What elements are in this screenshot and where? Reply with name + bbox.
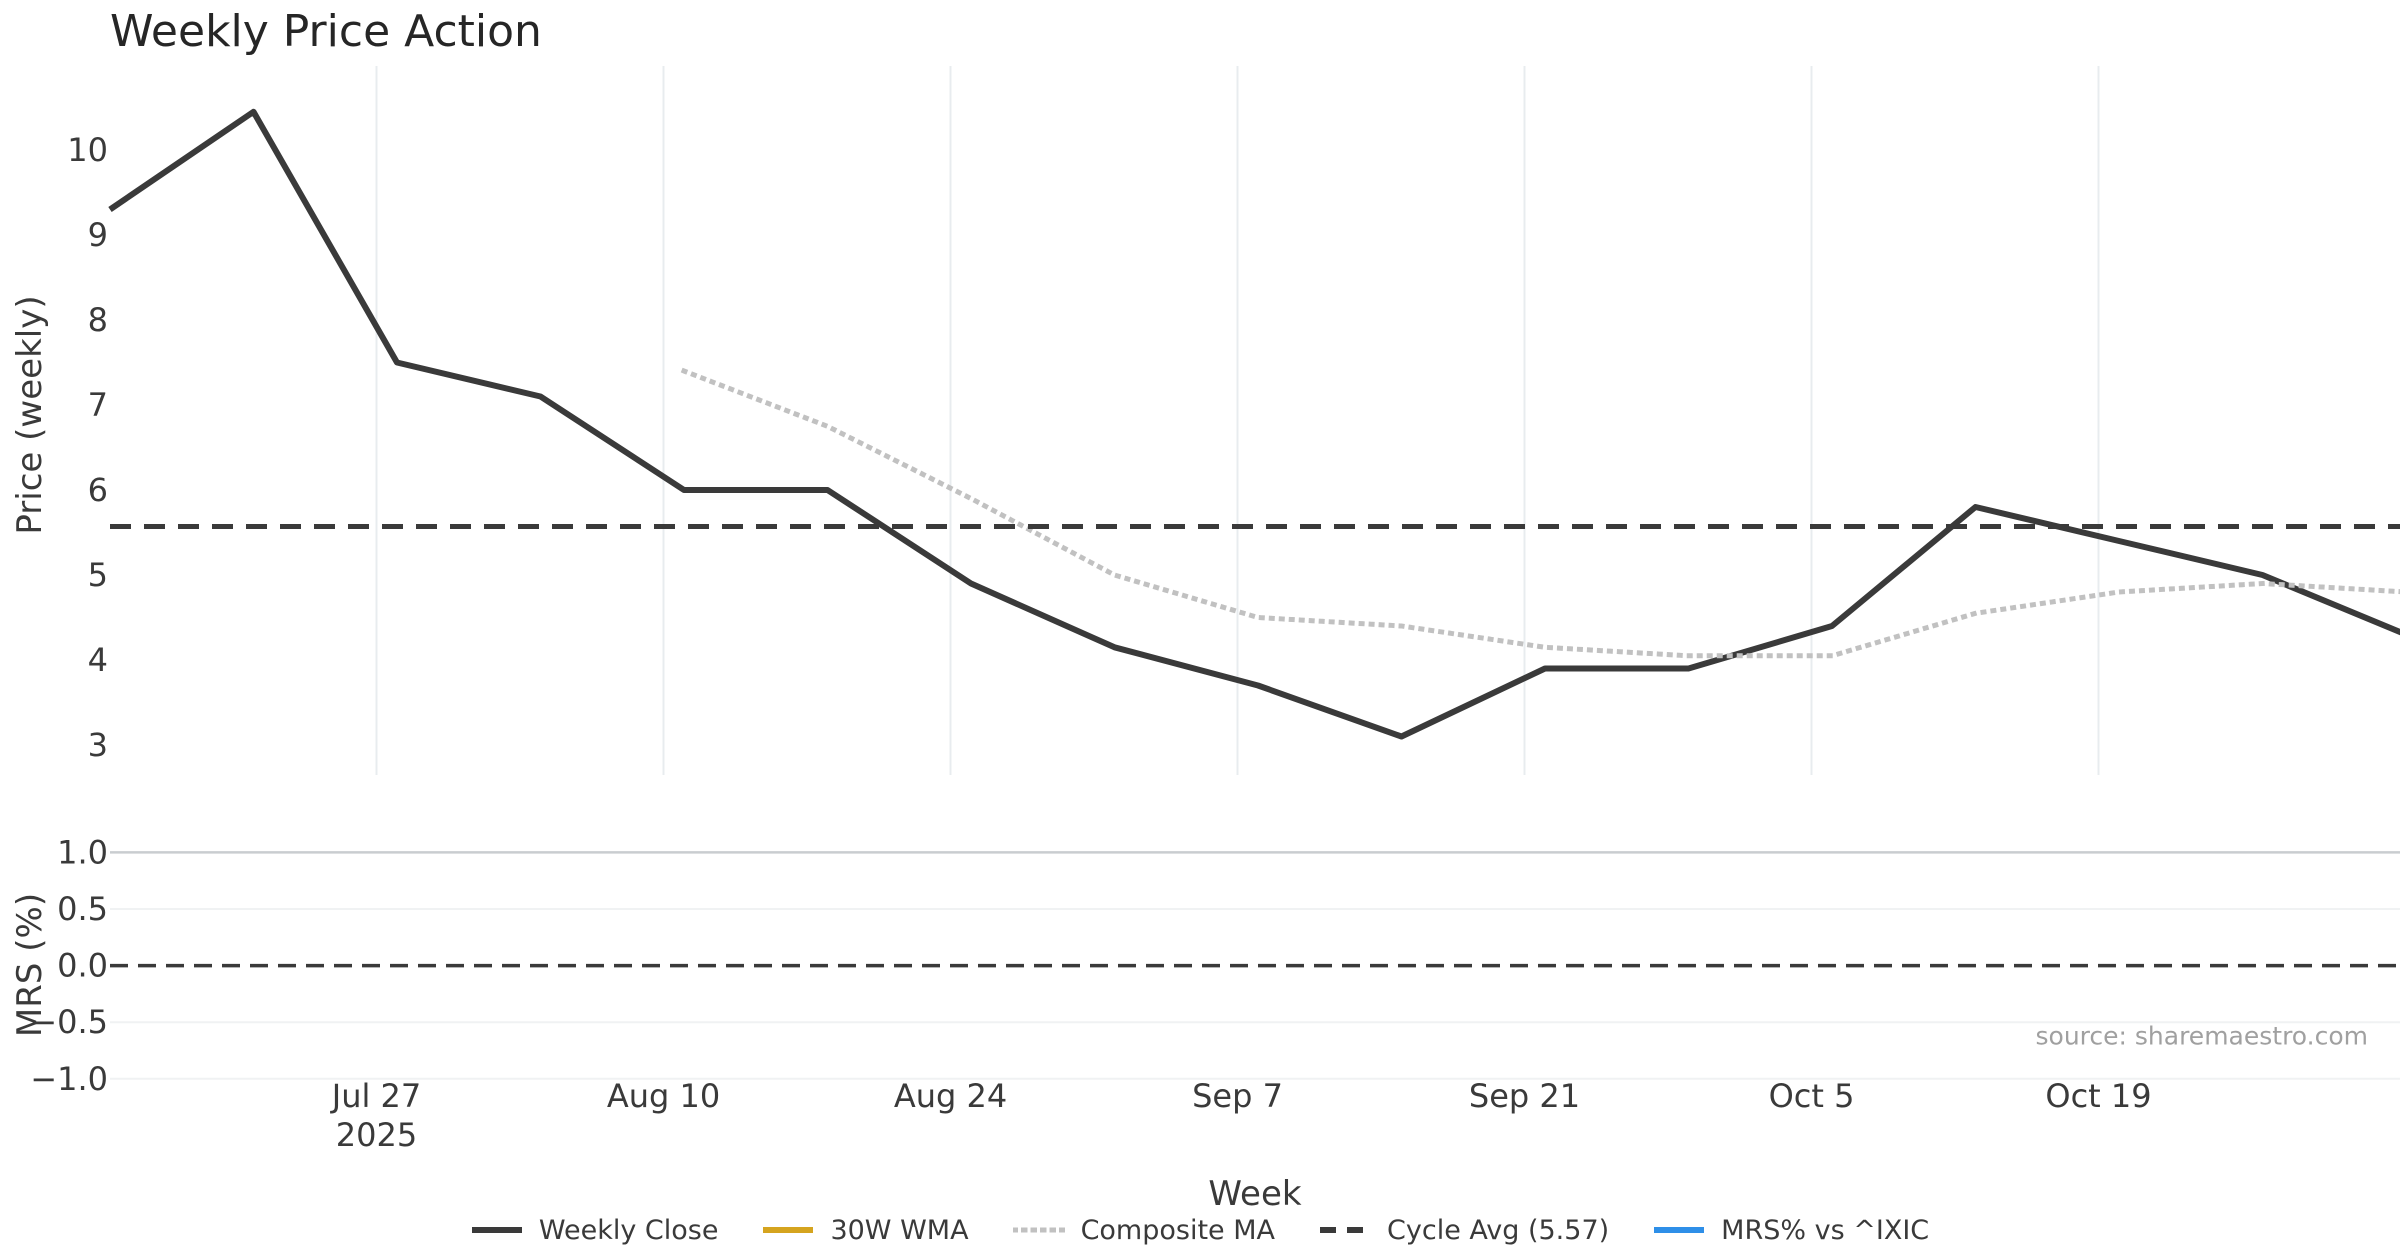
price-y-tick-label: 6 bbox=[88, 471, 108, 509]
x-tick-label: Jul 27 bbox=[330, 1077, 422, 1115]
legend-swatch-solid bbox=[471, 1227, 522, 1233]
legend-item-label: MRS% vs ^IXIC bbox=[1721, 1214, 1930, 1246]
x-tick-label: Sep 21 bbox=[1469, 1077, 1580, 1115]
price-axis-label: Price (weekly) bbox=[10, 295, 50, 535]
x-tick-label: Oct 5 bbox=[1769, 1077, 1855, 1115]
mrs-y-tick-label: −1.0 bbox=[30, 1060, 108, 1098]
legend-item-composite-ma: Composite MA bbox=[1012, 1214, 1276, 1246]
legend-swatch-dotted bbox=[1012, 1227, 1065, 1233]
price-y-tick-label: 8 bbox=[88, 301, 108, 339]
price-y-tick-label: 3 bbox=[88, 726, 108, 764]
legend-swatch-dashed bbox=[1320, 1227, 1371, 1233]
legend-swatch-solid bbox=[1654, 1227, 1705, 1233]
x-tick-label: Aug 24 bbox=[894, 1077, 1007, 1115]
x-tick-label: 2025 bbox=[336, 1116, 417, 1154]
price-y-tick-label: 10 bbox=[67, 131, 108, 169]
price-y-tick-label: 9 bbox=[88, 216, 108, 254]
composite-ma-line bbox=[680, 367, 2400, 659]
chart-title: Weekly Price Action bbox=[110, 6, 542, 57]
price-y-tick-label: 4 bbox=[88, 641, 108, 679]
week-axis-label: Week bbox=[1208, 1174, 1302, 1214]
legend-item-label: Cycle Avg (5.57) bbox=[1387, 1214, 1610, 1246]
x-tick-label: Aug 10 bbox=[607, 1077, 720, 1115]
mrs-y-tick-label: 1.0 bbox=[57, 833, 108, 871]
legend-item-mrs-vs-ixic: MRS% vs ^IXIC bbox=[1653, 1215, 1929, 1246]
mrs-axis-label: MRS (%) bbox=[10, 892, 50, 1038]
price-y-tick-label: 7 bbox=[88, 386, 108, 424]
mrs-y-tick-label: −0.5 bbox=[30, 1003, 108, 1041]
legend-item-cycle-avg-5-57-: Cycle Avg (5.57) bbox=[1319, 1215, 1609, 1246]
mrs-y-tick-label: 0.5 bbox=[57, 890, 108, 928]
mrs-y-tick-label: 0.0 bbox=[57, 947, 108, 985]
price-y-tick-label: 5 bbox=[88, 556, 108, 594]
weekly-close-line bbox=[108, 108, 2400, 740]
legend-item-label: 30W WMA bbox=[830, 1214, 969, 1246]
source-credit: source: sharemaestro.com bbox=[2035, 1021, 2369, 1051]
legend-item-label: Composite MA bbox=[1080, 1214, 1276, 1246]
x-tick-label: Sep 7 bbox=[1192, 1077, 1283, 1115]
x-tick-label: Oct 19 bbox=[2045, 1077, 2151, 1115]
legend-item-30w-wma: 30W WMA bbox=[762, 1214, 969, 1246]
legend-item-weekly-close: Weekly Close bbox=[471, 1214, 719, 1246]
legend: Weekly Close 30W WMA Composite MA Cycle Avg… bbox=[0, 1208, 2400, 1252]
legend-item-label: Weekly Close bbox=[538, 1214, 719, 1246]
legend-swatch-solid bbox=[763, 1227, 814, 1233]
